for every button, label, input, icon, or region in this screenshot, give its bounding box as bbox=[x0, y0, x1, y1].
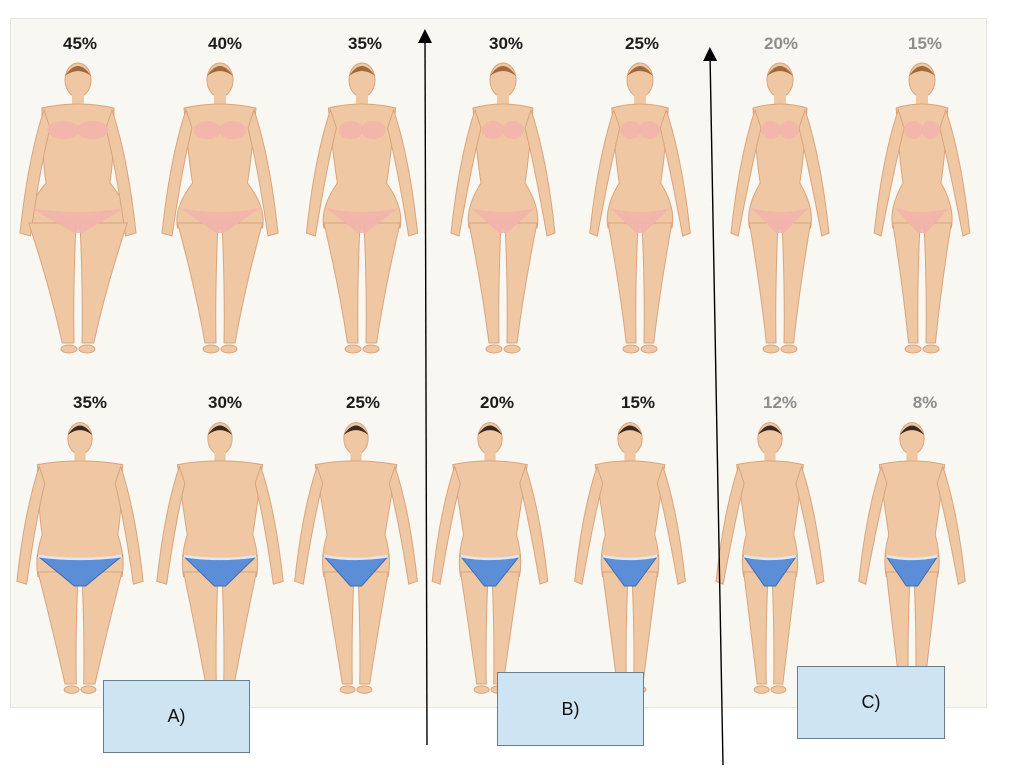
woman-25-percent-label: 25% bbox=[624, 34, 660, 53]
man-20-percent-label: 20% bbox=[479, 393, 515, 412]
male-body-figure-4 bbox=[415, 418, 565, 698]
label-c-text: C) bbox=[861, 692, 881, 712]
man-35-percent-label: 35% bbox=[72, 393, 108, 412]
woman-35-percent-label: 35% bbox=[347, 34, 383, 53]
male-body-figure-1 bbox=[5, 418, 155, 698]
female-body-figure-2 bbox=[145, 58, 295, 358]
woman-45-percent-label: 45% bbox=[62, 34, 98, 53]
woman-20-percent-label: 20% bbox=[763, 34, 799, 53]
male-body-figure-3 bbox=[281, 418, 431, 698]
female-body-figure-5 bbox=[565, 58, 715, 358]
label-b-text: B) bbox=[561, 698, 580, 719]
woman-40-percent-label: 40% bbox=[207, 34, 243, 53]
label-box-a: A) bbox=[103, 680, 250, 753]
male-body-figure-2 bbox=[145, 418, 295, 698]
female-body-figure-4 bbox=[428, 58, 578, 358]
female-body-figure-7 bbox=[847, 58, 997, 358]
male-body-figure-7 bbox=[837, 418, 987, 698]
female-body-figure-3 bbox=[287, 58, 437, 358]
female-body-figure-1 bbox=[3, 58, 153, 358]
label-a-text: A) bbox=[167, 706, 186, 726]
man-12-percent-label: 12% bbox=[762, 393, 798, 412]
man-15-percent-label: 15% bbox=[620, 393, 656, 412]
man-30-percent-label: 30% bbox=[207, 393, 243, 412]
male-body-figure-5 bbox=[555, 418, 705, 698]
label-box-c: C) bbox=[797, 666, 945, 739]
female-body-figure-6 bbox=[705, 58, 855, 358]
woman-30-percent-label: 30% bbox=[488, 34, 524, 53]
man-8-percent-label: 8% bbox=[912, 393, 938, 412]
label-box-b: B) bbox=[497, 672, 644, 746]
man-25-percent-label: 25% bbox=[345, 393, 381, 412]
male-body-figure-6 bbox=[695, 418, 845, 698]
woman-15-percent-label: 15% bbox=[907, 34, 943, 53]
